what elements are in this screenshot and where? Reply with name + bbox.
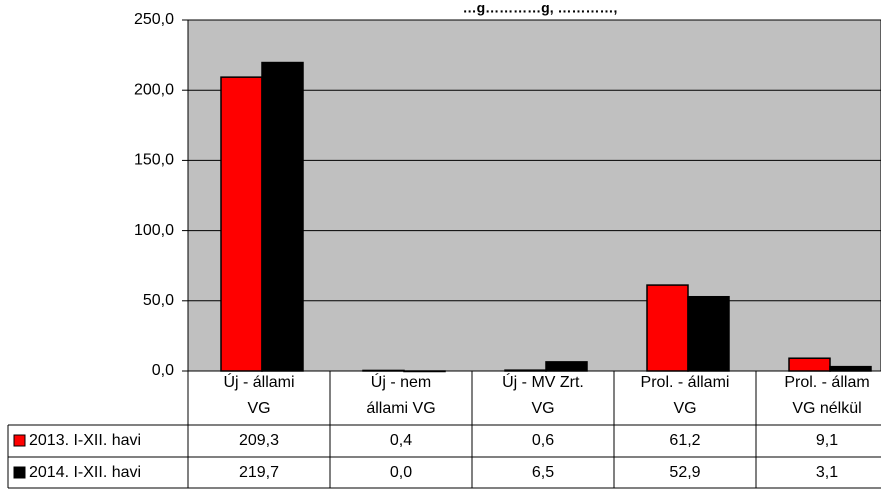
series-name: 2013. I-XII. havi: [29, 432, 141, 449]
category-label: VG: [531, 400, 554, 417]
data-value: 0,6: [532, 432, 554, 449]
bar: [261, 61, 304, 372]
series-name: 2014. I-XII. havi: [29, 464, 141, 481]
data-value: 52,9: [669, 464, 700, 481]
data-value: 3,1: [816, 464, 838, 481]
bar: [646, 284, 689, 372]
y-tick-label: 0,0: [152, 362, 174, 379]
category-label: Prol. - állami: [641, 374, 730, 391]
data-value: 0,4: [390, 432, 412, 449]
category-label: VG nélkül: [792, 400, 861, 417]
bar: [829, 365, 872, 372]
legend-key: [13, 466, 26, 479]
data-value: 209,3: [239, 432, 279, 449]
bar: [687, 295, 730, 372]
bar: [545, 361, 588, 372]
data-value: 219,7: [239, 464, 279, 481]
data-value: 61,2: [669, 432, 700, 449]
category-label: Új - állami: [223, 372, 294, 391]
category-label: állami VG: [366, 400, 435, 417]
y-tick-label: 50,0: [143, 292, 174, 309]
category-label: Prol. - állam: [784, 374, 869, 391]
category-label: Új - nem: [371, 372, 431, 391]
data-value: 6,5: [532, 464, 554, 481]
bar: [788, 357, 831, 372]
chart-title: …g…………g, …………,: [463, 0, 618, 15]
data-value: 0,0: [390, 464, 412, 481]
y-tick-label: 250,0: [134, 11, 174, 28]
category-label: VG: [673, 400, 696, 417]
y-tick-label: 200,0: [134, 81, 174, 98]
category-label: Új - MV Zrt.: [502, 372, 584, 391]
y-tick-label: 150,0: [134, 152, 174, 169]
data-value: 9,1: [816, 432, 838, 449]
legend-key: [13, 434, 26, 447]
bar: [220, 76, 263, 372]
category-label: VG: [247, 400, 270, 417]
y-tick-label: 100,0: [134, 222, 174, 239]
